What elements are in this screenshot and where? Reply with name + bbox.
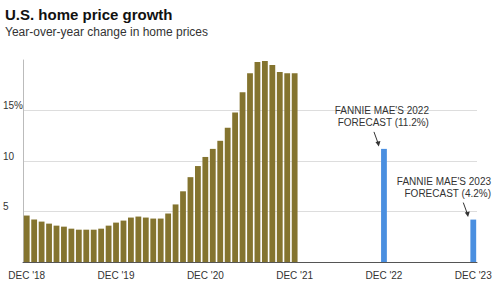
svg-text:5: 5 [3, 201, 9, 212]
svg-text:FORECAST (4.2%): FORECAST (4.2%) [405, 188, 492, 199]
svg-text:DEC '20: DEC '20 [187, 270, 224, 281]
svg-text:DEC '23: DEC '23 [455, 270, 492, 281]
svg-text:DEC '19: DEC '19 [98, 270, 135, 281]
svg-text:FORECAST (11.2%): FORECAST (11.2%) [338, 117, 429, 128]
svg-text:10: 10 [3, 151, 15, 162]
svg-text:FANNIE MAE'S 2022: FANNIE MAE'S 2022 [335, 105, 430, 116]
svg-text:DEC '21: DEC '21 [276, 270, 313, 281]
svg-text:FANNIE MAE'S 2023: FANNIE MAE'S 2023 [397, 176, 492, 187]
svg-text:15%: 15% [3, 100, 23, 111]
svg-text:DEC '18: DEC '18 [8, 270, 45, 281]
svg-text:Year-over-year change in home: Year-over-year change in home prices [5, 25, 208, 39]
svg-text:DEC '22: DEC '22 [365, 270, 402, 281]
svg-text:U.S. home price growth: U.S. home price growth [5, 6, 173, 23]
